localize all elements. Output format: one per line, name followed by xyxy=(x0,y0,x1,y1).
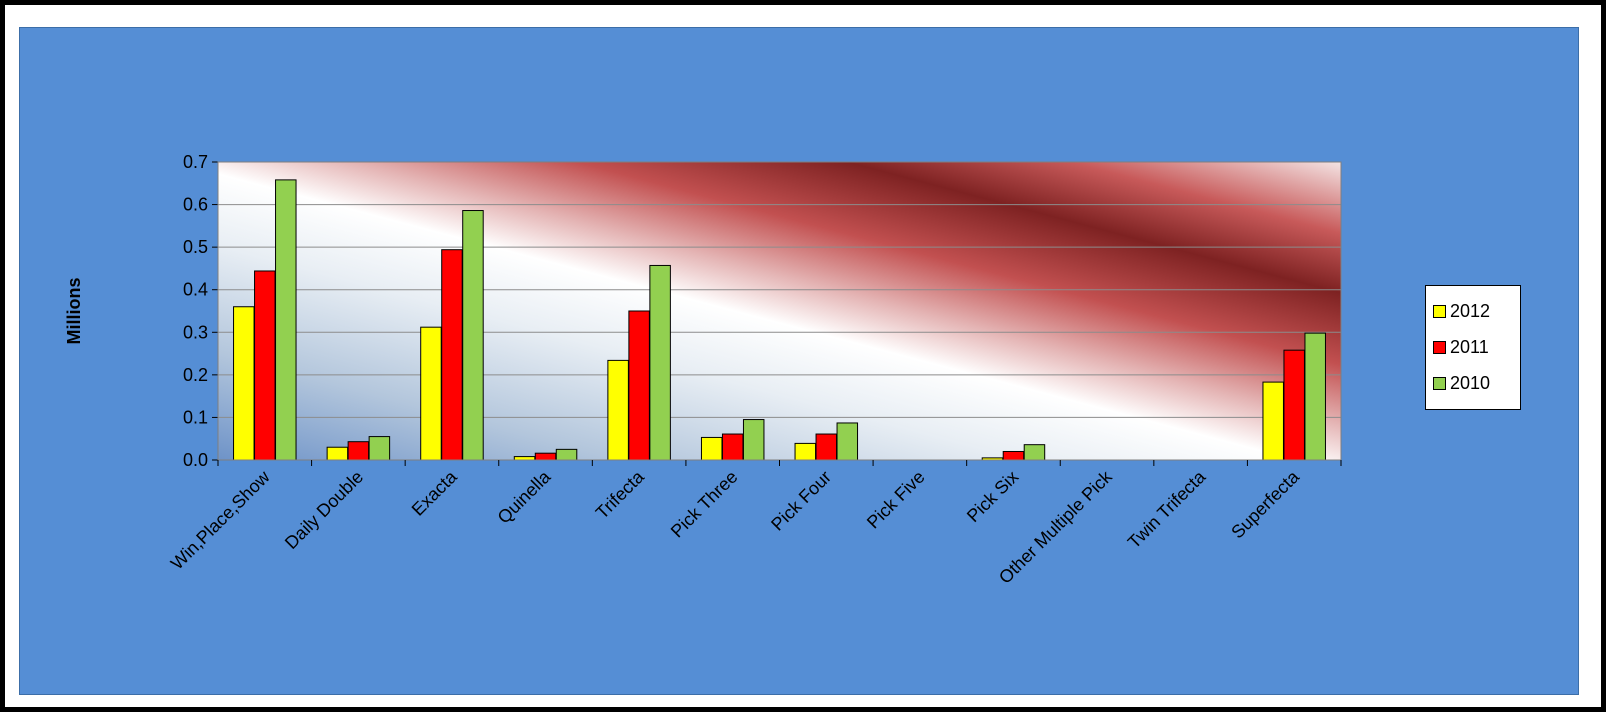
bar-2012-1 xyxy=(326,446,349,461)
bar-2011-8 xyxy=(1002,450,1025,461)
bar-2011-2 xyxy=(441,249,463,461)
y-tick-label: 0.3 xyxy=(183,322,208,342)
legend-label: 2010 xyxy=(1450,372,1491,393)
bar-2010-5 xyxy=(742,419,765,461)
x-tick-label: Pick Four xyxy=(767,467,835,535)
legend-label: 2011 xyxy=(1450,336,1489,357)
y-tick-label: 0.7 xyxy=(183,152,208,172)
bar-2010-0 xyxy=(275,179,297,461)
plot-area xyxy=(218,162,1341,460)
legend-item-2012: 2012 xyxy=(1433,300,1490,322)
legend: 2012 2011 2010 xyxy=(1425,285,1521,410)
bar-2012-6 xyxy=(794,442,817,461)
y-axis-title: Millions xyxy=(64,278,84,345)
x-tick-label: Twin Trifecta xyxy=(1124,466,1210,552)
legend-swatch xyxy=(1433,376,1446,390)
bar-2011-5 xyxy=(721,433,744,461)
bar-2010-4 xyxy=(649,264,671,461)
x-tick-label: Quinella xyxy=(494,466,556,528)
bar-2012-11 xyxy=(1262,381,1284,461)
legend-label: 2012 xyxy=(1450,300,1491,321)
bar-2010-2 xyxy=(462,210,484,461)
y-tick-label: 0.5 xyxy=(183,237,208,257)
bar-2011-11 xyxy=(1283,349,1305,461)
y-tick-label: 0.4 xyxy=(183,280,208,300)
x-tick-label: Pick Three xyxy=(667,467,742,542)
x-tick-label: Superfecta xyxy=(1227,466,1303,542)
bar-2010-6 xyxy=(836,422,859,461)
x-tick-label: Exacta xyxy=(408,466,462,520)
bars xyxy=(233,179,1326,461)
bar-2011-1 xyxy=(347,441,370,461)
bar-2010-8 xyxy=(1023,444,1046,461)
bar-2012-4 xyxy=(607,359,629,461)
x-tick-label: Daily Double xyxy=(281,467,367,553)
bar-2012-3 xyxy=(513,456,536,461)
legend-swatch xyxy=(1433,304,1446,318)
chart-area: 0.0 0.1 0.2 0.3 0.4 0.5 0.6 0.7 Win,Place,Show Da… xyxy=(19,27,1579,695)
legend-item-2011: 2011 xyxy=(1433,336,1489,358)
x-tick-label: Trifecta xyxy=(592,466,649,523)
x-tick-label: Pick Six xyxy=(963,467,1022,526)
y-tick-label: 0.1 xyxy=(183,407,208,427)
bar-2010-1 xyxy=(368,436,391,461)
bar-2011-6 xyxy=(815,433,838,461)
y-tick-label: 0.0 xyxy=(183,450,208,470)
x-tick-label: Pick Five xyxy=(863,467,929,533)
bar-2010-11 xyxy=(1304,332,1326,461)
bar-2012-2 xyxy=(420,326,442,461)
legend-swatch xyxy=(1433,340,1446,354)
y-tick-label: 0.2 xyxy=(183,365,208,385)
bar-2011-0 xyxy=(254,270,276,461)
bar-2011-3 xyxy=(534,452,557,461)
y-tick-label: 0.6 xyxy=(183,195,208,215)
bar-chart: 0.0 0.1 0.2 0.3 0.4 0.5 0.6 0.7 Win,Place,Show Da… xyxy=(64,152,1342,588)
x-tick-label: Win,Place,Show xyxy=(167,466,275,574)
bar-2012-0 xyxy=(233,306,255,461)
bar-2011-4 xyxy=(628,310,650,461)
legend-item-2010: 2010 xyxy=(1433,372,1490,394)
bar-2012-5 xyxy=(700,436,723,461)
bar-2010-3 xyxy=(555,448,578,461)
